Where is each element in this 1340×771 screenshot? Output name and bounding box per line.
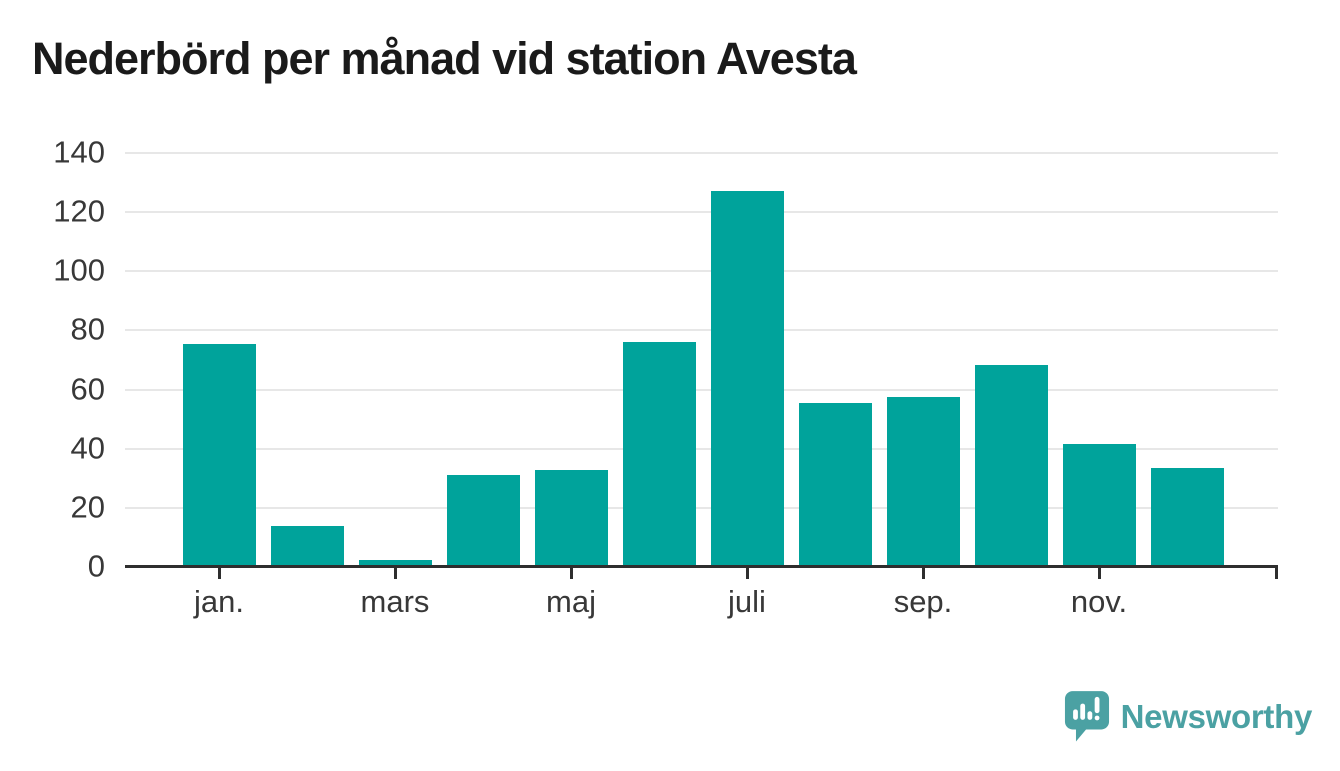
y-tick-label-100: 100	[53, 252, 105, 288]
x-tick-label-maj: maj	[546, 584, 596, 619]
y-tick-label-20: 20	[70, 489, 105, 525]
gridline-y-120	[125, 211, 1278, 214]
y-tick-label-120: 120	[53, 193, 105, 229]
x-axis-line	[125, 565, 1278, 568]
bar-okt.	[974, 364, 1048, 567]
x-tick-sep.	[921, 568, 925, 579]
gridline-y-140	[125, 152, 1278, 154]
gridline-y-40	[125, 447, 1278, 450]
x-tick-label-sep.: sep.	[893, 584, 953, 619]
gridline-y-20	[125, 506, 1278, 509]
bar-april	[446, 475, 520, 567]
y-tick-label-140: 140	[53, 134, 105, 170]
chart-title: Nederbörd per månad vid station Avesta	[32, 33, 857, 84]
y-tick-label-40: 40	[70, 429, 105, 465]
x-tick-label-jan.: jan.	[194, 584, 244, 619]
x-tick-label-nov.: nov.	[1070, 584, 1128, 619]
y-tick-label-80: 80	[70, 311, 105, 347]
x-tick-juli	[745, 568, 749, 579]
y-tick-label-60: 60	[70, 370, 105, 406]
newsworthy-logo-text: Newsworthy	[1120, 698, 1313, 735]
gridline-y-100	[125, 270, 1278, 273]
x-axis-end-tick	[1275, 568, 1278, 579]
bar-dec.	[1150, 467, 1224, 567]
bar-jan.	[182, 343, 256, 567]
bar-aug.	[798, 402, 872, 567]
bar-nov.	[1062, 443, 1136, 567]
y-tick-label-0: 0	[87, 548, 105, 584]
x-tick-mars	[393, 568, 397, 579]
x-tick-label-mars: mars	[360, 584, 430, 619]
x-tick-jan.	[217, 568, 221, 579]
gridline-y-60	[125, 388, 1278, 391]
x-tick-nov.	[1097, 568, 1101, 579]
x-tick-label-juli: juli	[728, 584, 766, 619]
bar-juli	[710, 190, 784, 567]
newsworthy-logo: Newsworthy	[1064, 690, 1312, 744]
newsworthy-logo-icon	[1064, 691, 1109, 742]
bar-feb.	[270, 525, 344, 567]
bar-sep.	[886, 396, 960, 567]
bar-juni	[622, 342, 696, 567]
bar-mars	[358, 560, 432, 567]
bar-maj	[534, 470, 608, 567]
plot-area: 0 20 40 60 80 100 120 140 jan. mars maj juli sep. no…	[53, 134, 1278, 619]
x-tick-maj	[569, 568, 573, 579]
gridline-y-80	[125, 329, 1278, 332]
